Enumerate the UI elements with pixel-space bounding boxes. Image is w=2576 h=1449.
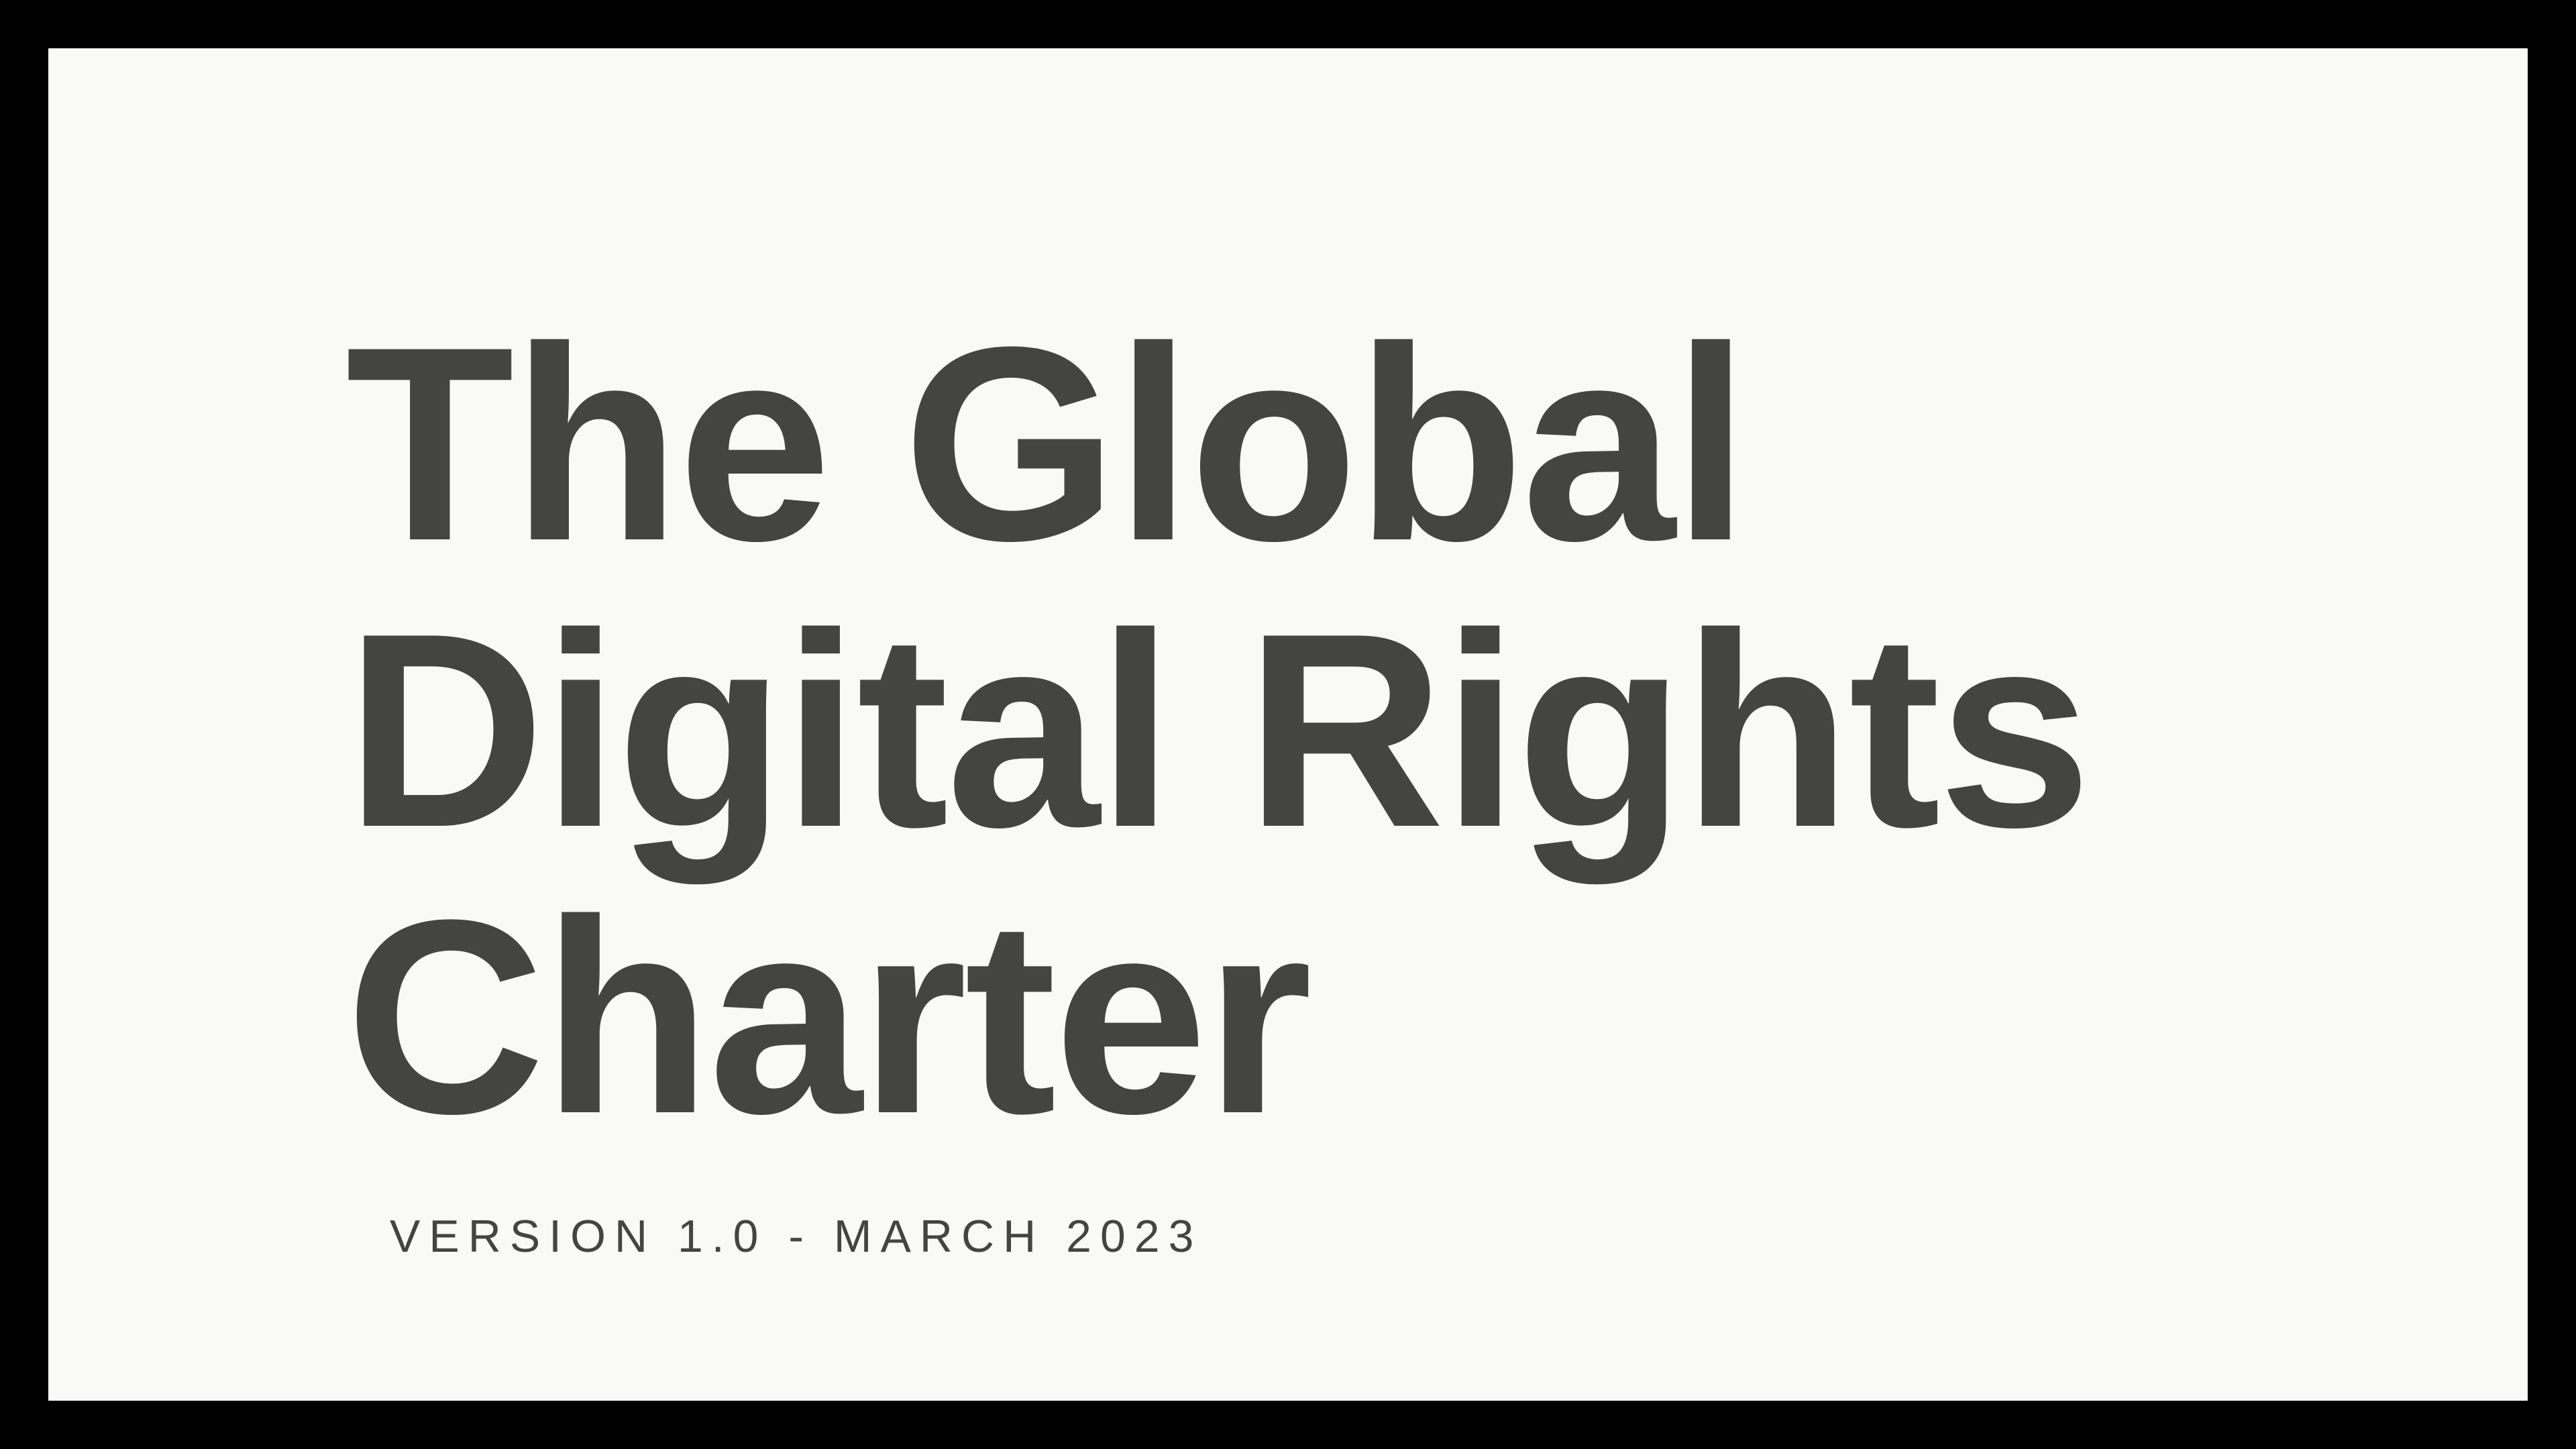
version-date-subtitle: VERSION 1.0 - MARCH 2023 [390, 1211, 1203, 1262]
title-line-1: The Global [345, 290, 1750, 598]
title-line-3: Charter [345, 863, 1312, 1171]
title-line-2: Digital Rights [345, 576, 2092, 885]
document-title: The Global Digital Rights Charter [345, 290, 2092, 1171]
title-page: The Global Digital Rights Charter VERSIO… [48, 48, 2528, 1401]
